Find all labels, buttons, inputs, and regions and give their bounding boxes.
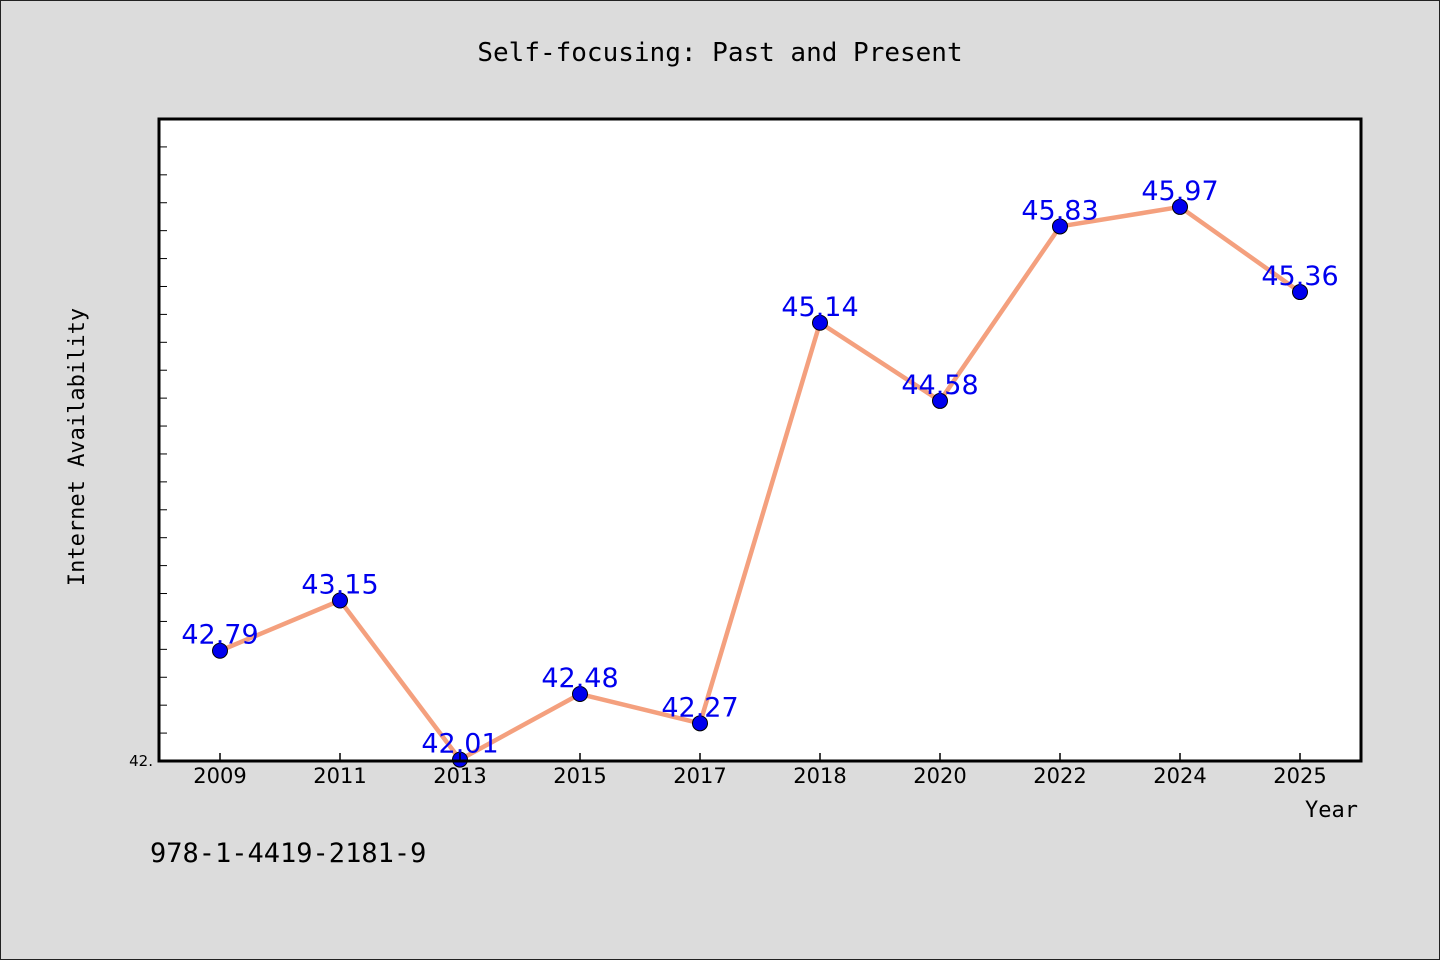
x-tick-label: 2025 xyxy=(1273,764,1326,788)
data-label: 45.83 xyxy=(1021,195,1098,226)
x-tick-label: 2011 xyxy=(313,764,366,788)
x-tick-label: 2013 xyxy=(433,764,486,788)
x-tick-label: 2022 xyxy=(1033,764,1086,788)
x-tick-label: 2020 xyxy=(913,764,966,788)
data-label: 45.97 xyxy=(1141,176,1218,207)
data-point xyxy=(812,314,828,331)
series-line xyxy=(219,204,1302,762)
y-axis-label: Internet Availability xyxy=(65,308,90,586)
data-point xyxy=(692,715,708,732)
x-axis-label: Year xyxy=(1305,798,1358,823)
data-point xyxy=(572,686,588,703)
x-tick-label: 2015 xyxy=(553,764,606,788)
x-axis-ticks: 2009 2011 2013 2015 2017 2018 2020 2022 2024 2025 xyxy=(193,753,1327,788)
data-point xyxy=(332,592,348,609)
data-label: 43.15 xyxy=(301,570,378,601)
data-point xyxy=(1052,218,1068,235)
x-tick-label: 2024 xyxy=(1153,764,1206,788)
data-label: 44.58 xyxy=(901,370,978,401)
x-tick-label: 2017 xyxy=(673,764,726,788)
data-label: 42.79 xyxy=(181,620,258,651)
y-tick-label: 42. xyxy=(129,752,153,770)
data-label: 45.36 xyxy=(1261,261,1338,292)
data-point xyxy=(212,642,228,659)
data-label-group: 42.7943.1542.0142.4842.2745.1444.5845.83… xyxy=(181,176,1338,760)
data-point xyxy=(1292,284,1308,301)
series-line-group xyxy=(219,204,1302,762)
data-point xyxy=(1172,198,1188,215)
plot-border xyxy=(157,117,1363,763)
data-label: 42.48 xyxy=(541,663,618,694)
x-tick-label: 2009 xyxy=(193,764,246,788)
plot-area xyxy=(159,119,1361,761)
chart-title: Self-focusing: Past and Present xyxy=(477,38,962,68)
isbn-annotation: 978-1-4419-2181-9 xyxy=(150,838,426,869)
data-label: 45.14 xyxy=(781,292,858,323)
data-label: 42.27 xyxy=(661,692,738,723)
data-point xyxy=(932,392,948,409)
x-tick-label: 2018 xyxy=(793,764,846,788)
